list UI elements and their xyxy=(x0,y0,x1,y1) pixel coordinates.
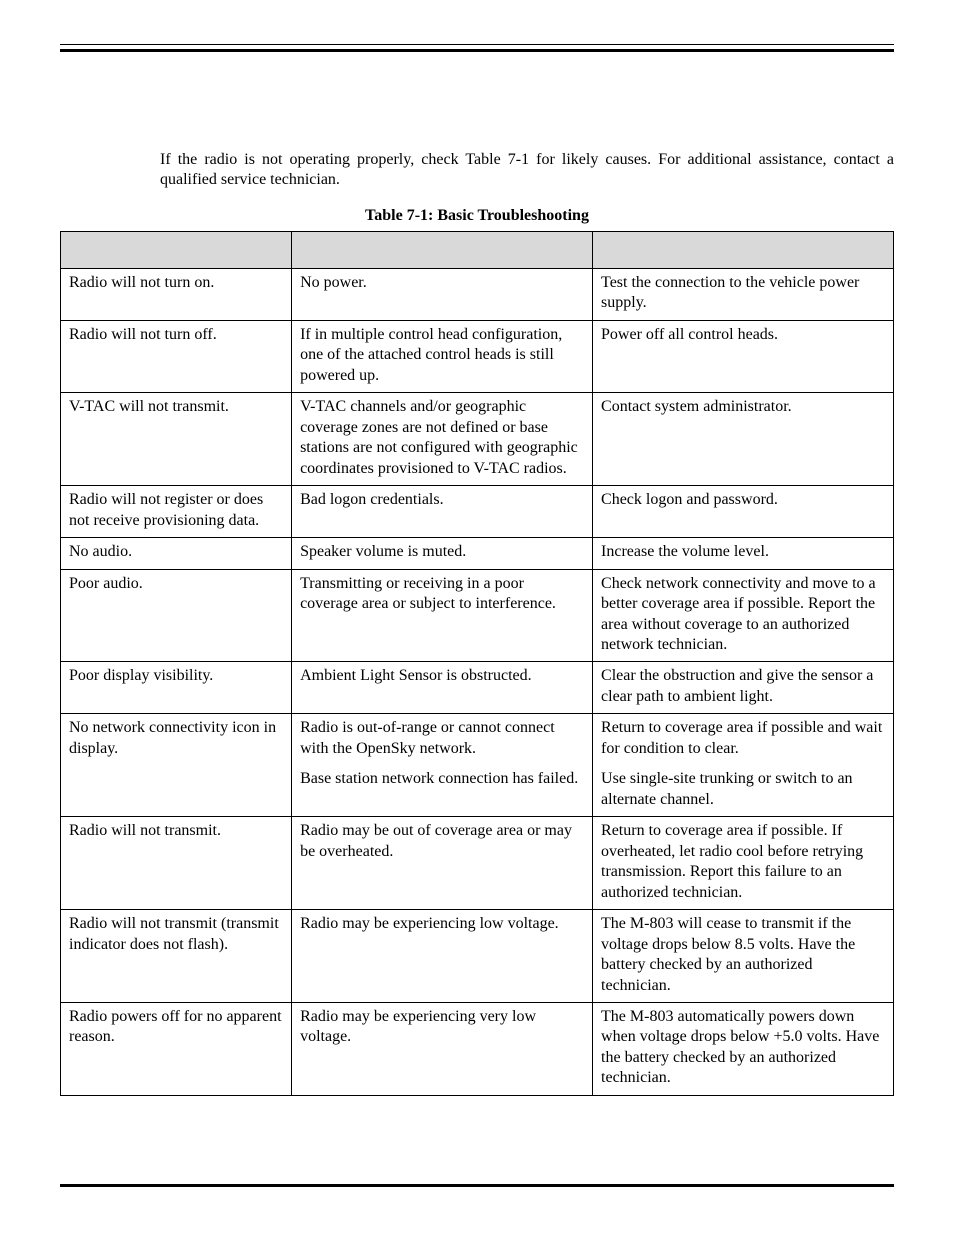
table-row: Radio will not turn on.No power.Test the… xyxy=(61,268,894,320)
col-header-symptom xyxy=(61,231,292,268)
table-row: Radio will not register or does not rece… xyxy=(61,486,894,538)
action-cell: Increase the volume level. xyxy=(593,538,894,569)
table-row: Radio will not transmit (transmit indica… xyxy=(61,910,894,1003)
table-row: Radio will not turn off.If in multiple c… xyxy=(61,320,894,392)
cause-cell: Bad logon credentials. xyxy=(292,486,593,538)
table-body: Radio will not turn on.No power.Test the… xyxy=(61,268,894,1095)
symptom-cell: V-TAC will not transmit. xyxy=(61,393,292,486)
symptom-cell: Radio will not turn on. xyxy=(61,268,292,320)
symptom-cell: No network connectivity icon in display. xyxy=(61,714,292,817)
symptom-cell: Poor audio. xyxy=(61,569,292,662)
symptom-cell: Radio will not register or does not rece… xyxy=(61,486,292,538)
action-cell: Return to coverage area if possible and … xyxy=(593,714,894,817)
table-row: Radio will not transmit.Radio may be out… xyxy=(61,817,894,910)
table-row: Poor display visibility.Ambient Light Se… xyxy=(61,662,894,714)
action-cell: Test the connection to the vehicle power… xyxy=(593,268,894,320)
col-header-cause xyxy=(292,231,593,268)
cause-cell: No power. xyxy=(292,268,593,320)
table-row: No network connectivity icon in display.… xyxy=(61,714,894,817)
table-row: V-TAC will not transmit.V-TAC channels a… xyxy=(61,393,894,486)
col-header-action xyxy=(593,231,894,268)
table-caption: Table 7-1: Basic Troubleshooting xyxy=(60,207,894,225)
cause-paragraph: Radio is out-of-range or cannot connect … xyxy=(300,718,584,759)
action-paragraph: Use single-site trunking or switch to an… xyxy=(601,769,885,810)
bottom-rule-thick xyxy=(60,1184,894,1187)
cause-cell: If in multiple control head configuratio… xyxy=(292,320,593,392)
symptom-cell: Radio will not transmit (transmit indica… xyxy=(61,910,292,1003)
intro-paragraph: If the radio is not operating properly, … xyxy=(60,150,894,191)
table-row: No audio.Speaker volume is muted.Increas… xyxy=(61,538,894,569)
action-cell: Clear the obstruction and give the senso… xyxy=(593,662,894,714)
troubleshooting-table: Radio will not turn on.No power.Test the… xyxy=(60,231,894,1096)
cause-cell: Radio is out-of-range or cannot connect … xyxy=(292,714,593,817)
cause-cell: Radio may be out of coverage area or may… xyxy=(292,817,593,910)
action-cell: Check logon and password. xyxy=(593,486,894,538)
symptom-cell: Radio will not turn off. xyxy=(61,320,292,392)
cause-cell: Radio may be experiencing low voltage. xyxy=(292,910,593,1003)
action-cell: Check network connectivity and move to a… xyxy=(593,569,894,662)
symptom-cell: Radio powers off for no apparent reason. xyxy=(61,1003,292,1096)
table-row: Poor audio.Transmitting or receiving in … xyxy=(61,569,894,662)
action-cell: Contact system administrator. xyxy=(593,393,894,486)
symptom-cell: Radio will not transmit. xyxy=(61,817,292,910)
action-cell: Power off all control heads. xyxy=(593,320,894,392)
action-cell: The M-803 will cease to transmit if the … xyxy=(593,910,894,1003)
cause-cell: Transmitting or receiving in a poor cove… xyxy=(292,569,593,662)
action-paragraph: Return to coverage area if possible and … xyxy=(601,718,885,759)
cause-cell: V-TAC channels and/or geographic coverag… xyxy=(292,393,593,486)
action-cell: The M-803 automatically powers down when… xyxy=(593,1003,894,1096)
top-rule-thin xyxy=(60,44,894,45)
cause-cell: Speaker volume is muted. xyxy=(292,538,593,569)
cause-cell: Radio may be experiencing very low volta… xyxy=(292,1003,593,1096)
table-header-row xyxy=(61,231,894,268)
action-cell: Return to coverage area if possible. If … xyxy=(593,817,894,910)
cause-paragraph: Base station network connection has fail… xyxy=(300,769,584,789)
cause-cell: Ambient Light Sensor is obstructed. xyxy=(292,662,593,714)
page: If the radio is not operating properly, … xyxy=(0,0,954,1235)
symptom-cell: No audio. xyxy=(61,538,292,569)
symptom-cell: Poor display visibility. xyxy=(61,662,292,714)
table-row: Radio powers off for no apparent reason.… xyxy=(61,1003,894,1096)
top-rule-thick xyxy=(60,49,894,52)
